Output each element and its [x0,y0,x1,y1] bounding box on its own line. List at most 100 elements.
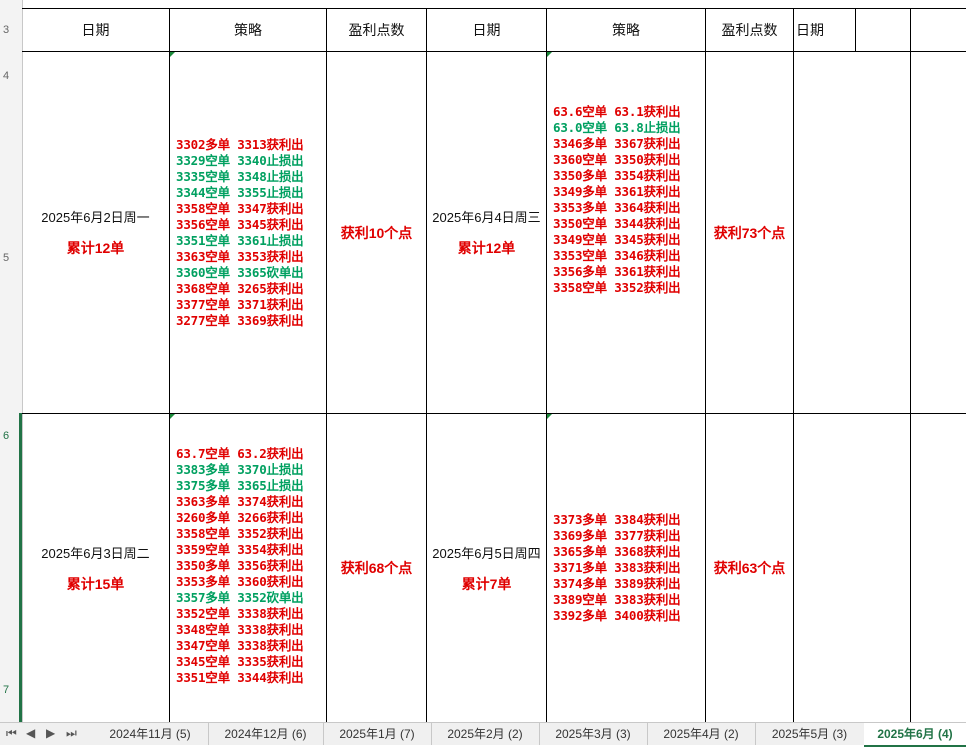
date-text: 2025年6月2日周一 [41,210,150,225]
strategy-line: 3348空单 3338获利出 [176,622,304,637]
header-date-1[interactable]: 日期 [22,8,170,52]
cumulative-count: 累计7单 [461,575,512,592]
strategy-line: 3392多单 3400获利出 [553,608,681,623]
strategy-line: 3360空单 3350获利出 [553,152,681,167]
comment-flag-icon [547,52,552,57]
row-number-3[interactable]: 3 [3,24,10,36]
sheet-tab[interactable]: 2025年4月 (2) [647,723,756,745]
profit-cell-jun5[interactable]: 获利63个点 [706,414,794,722]
comment-flag-icon [547,414,552,419]
strategy-line: 3260多单 3266获利出 [176,510,304,525]
strategy-line: 3358空单 3352获利出 [176,526,304,541]
strategy-line: 3377空单 3371获利出 [176,296,304,312]
strategy-line: 3363多单 3374获利出 [176,494,304,509]
date-cell-jun2[interactable]: 2025年6月2日周一 累计12单 [22,52,170,414]
strategy-cell-jun3[interactable]: 63.7空单 63.2获利出 3383多单 3370止损出 3375多单 3365止… [170,414,327,722]
strategy-line: 3352空单 3338获利出 [176,606,304,621]
strategy-line: 3374多单 3389获利出 [553,576,681,591]
strategy-cell-jun4[interactable]: 63.6空单 63.1获利出 63.0空单 63.8止损出 3346多单 3367获… [547,52,706,414]
strategy-line: 63.6空单 63.1获利出 [553,104,681,119]
header-date-2[interactable]: 日期 [427,8,547,52]
date-cell-jun3[interactable]: 2025年6月3日周二 累计15单 [22,414,170,722]
strategy-line: 3375多单 3365止损出 [176,478,304,493]
date-text: 2025年6月4日周三 [432,210,541,225]
strategy-line: 3363空单 3353获利出 [176,248,304,264]
last-sheet-icon[interactable]: ⏭ [66,726,77,740]
row-number-4[interactable]: 4 [3,70,10,82]
row-header-column: 3 4 5 6 7 [0,0,23,722]
strategy-line: 63.7空单 63.2获利出 [176,446,304,461]
empty-cell-r2-a[interactable] [794,414,911,722]
strategy-line: 3344空单 3355止损出 [176,184,304,200]
empty-cell-r2-b[interactable] [911,414,966,722]
sheet-tab[interactable]: 2025年3月 (3) [539,723,648,745]
header-empty-2[interactable] [911,8,966,52]
cumulative-count: 累计12单 [457,240,516,256]
strategy-line: 3353多单 3360获利出 [176,574,304,589]
strategy-line: 3351空单 3344获利出 [176,670,304,685]
sheet-tab-bar: ⏮ ◀ ▶ ⏭ 2024年11月 (5) 2024年12月 (6) 2025年1月 … [0,722,966,747]
date-text: 2025年6月5日周四 [432,545,541,561]
profit-cell-jun4[interactable]: 获利73个点 [706,52,794,414]
next-sheet-icon[interactable]: ▶ [46,726,56,740]
sheet-tab[interactable]: 2024年12月 (6) [208,723,324,745]
date-cell-jun4[interactable]: 2025年6月4日周三 累计12单 [427,52,547,414]
strategy-lines: 3302多单 3313获利出 3329空单 3340止损出 3335空单 3348止… [176,137,326,329]
sheet-tab[interactable]: 2025年6月 (4) [864,723,966,747]
strategy-line: 3389空单 3383获利出 [553,592,681,607]
empty-cell-r1-b[interactable] [911,52,966,414]
strategy-line: 3353空单 3346获利出 [553,248,681,263]
strategy-line: 3356空单 3345获利出 [176,216,304,232]
strategy-line: 3353多单 3364获利出 [553,200,681,215]
header-profit-1[interactable]: 盈利点数 [327,8,427,52]
profit-cell-jun2[interactable]: 获利10个点 [327,52,427,414]
sheet-tab[interactable]: 2024年11月 (5) [92,723,209,745]
strategy-line: 3383多单 3370止损出 [176,462,304,477]
strategy-line: 3350空单 3344获利出 [553,216,681,231]
strategy-line: 3356多单 3361获利出 [553,264,681,279]
row-number-6[interactable]: 6 [3,430,10,442]
strategy-line: 3368空单 3265获利出 [176,280,304,296]
strategy-line: 3345空单 3335获利出 [176,654,304,669]
sheet-tab[interactable]: 2025年1月 (7) [323,723,432,745]
strategy-line: 3365多单 3368获利出 [553,544,681,559]
strategy-lines: 3373多单 3384获利出 3369多单 3377获利出 3365多单 3368获… [553,512,705,624]
strategy-line: 3358空单 3347获利出 [176,200,304,216]
header-strategy-1[interactable]: 策略 [170,8,327,52]
strategy-line: 63.0空单 63.8止损出 [553,120,681,135]
strategy-line: 3349多单 3361获利出 [553,184,681,199]
date-cell-jun5[interactable]: 2025年6月5日周四 累计7单 [427,414,547,722]
strategy-lines: 63.6空单 63.1获利出 63.0空单 63.8止损出 3346多单 3367获… [553,104,705,296]
strategy-line: 3302多单 3313获利出 [176,136,304,152]
empty-cell-r1-a[interactable] [794,52,911,414]
strategy-line: 3371多单 3383获利出 [553,560,681,575]
strategy-line: 3349空单 3345获利出 [553,232,681,247]
sheet-tab[interactable]: 2025年5月 (3) [755,723,865,745]
strategy-line: 3373多单 3384获利出 [553,512,681,527]
prev-sheet-icon[interactable]: ◀ [26,726,36,740]
row-number-7[interactable]: 7 [3,684,10,696]
strategy-lines: 63.7空单 63.2获利出 3383多单 3370止损出 3375多单 3365止… [176,446,326,686]
header-strategy-2[interactable]: 策略 [547,8,706,52]
strategy-line: 3329空单 3340止损出 [176,152,304,168]
comment-flag-icon [170,414,175,419]
row-number-5[interactable]: 5 [3,252,10,264]
sheet-tab[interactable]: 2025年2月 (2) [431,723,540,745]
profit-cell-jun3[interactable]: 获利68个点 [327,414,427,722]
row-selection-indicator [19,413,22,722]
header-empty-1[interactable] [856,8,911,52]
strategy-line: 3357多单 3352砍单出 [176,590,304,605]
comment-flag-icon [170,52,175,57]
cumulative-count: 累计15单 [66,575,125,592]
strategy-line: 3358空单 3352获利出 [553,280,681,295]
strategy-line: 3351空单 3361止损出 [176,232,304,248]
strategy-cell-jun2[interactable]: 3302多单 3313获利出 3329空单 3340止损出 3335空单 3348止… [170,52,327,414]
strategy-line: 3359空单 3354获利出 [176,542,304,557]
strategy-cell-jun5[interactable]: 3373多单 3384获利出 3369多单 3377获利出 3365多单 3368获… [547,414,706,722]
header-date-3[interactable]: 日期 [794,8,856,52]
strategy-line: 3347空单 3338获利出 [176,638,304,653]
strategy-line: 3360空单 3365砍单出 [176,264,304,280]
header-profit-2[interactable]: 盈利点数 [706,8,794,52]
strategy-line: 3369多单 3377获利出 [553,528,681,543]
first-sheet-icon[interactable]: ⏮ [6,726,17,740]
